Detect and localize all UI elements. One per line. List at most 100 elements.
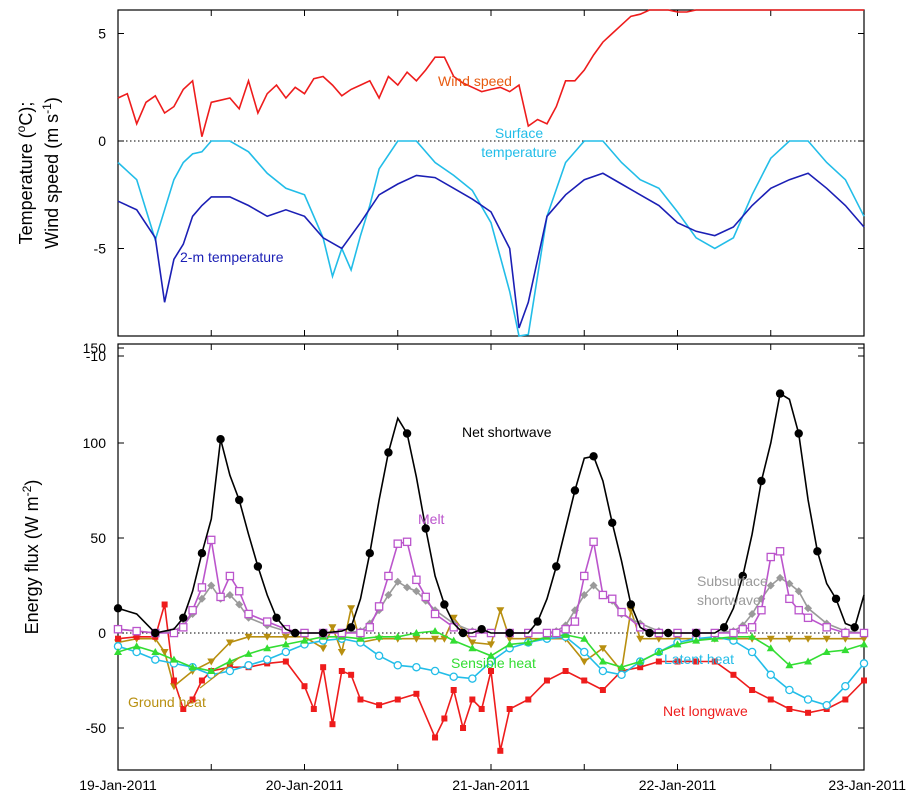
x-tick-label: 21-Jan-2011 — [452, 777, 530, 793]
net_longwave-marker — [478, 706, 485, 712]
melt-marker — [374, 602, 384, 611]
subsurface_shortwave-marker — [235, 600, 244, 609]
melt-marker — [225, 571, 235, 581]
net_shortwave-marker — [346, 623, 356, 632]
sensible-marker — [468, 644, 477, 652]
sensible-marker — [487, 651, 495, 659]
melt-marker — [580, 571, 589, 581]
net_shortwave-marker — [365, 549, 374, 558]
latent-heat-annotation: Latent heat — [664, 651, 734, 667]
net_shortwave-marker — [505, 628, 514, 638]
melt-marker — [738, 624, 748, 634]
bottom-y-ticks: 150 100 50 0 -50 — [83, 340, 864, 736]
net_shortwave-marker — [318, 628, 328, 638]
subsurface_shortwave-marker — [589, 581, 598, 590]
sensible-marker — [617, 663, 626, 671]
net_longwave-marker — [310, 706, 317, 712]
ground-marker — [766, 635, 775, 643]
melt-marker — [384, 571, 393, 581]
bottom-series-group — [113, 389, 869, 754]
melt-marker — [841, 628, 850, 638]
top-ytick-label: 5 — [98, 26, 106, 42]
bottom-ytick-label: 150 — [83, 340, 107, 356]
net_shortwave-marker — [552, 562, 561, 571]
bottom-ytick-label: 0 — [98, 625, 106, 641]
net_shortwave-marker — [719, 623, 729, 632]
ground-marker — [225, 639, 234, 647]
net_longwave-marker — [338, 668, 345, 674]
latent-marker — [747, 647, 757, 657]
subsurface_shortwave-marker — [207, 581, 216, 590]
melt-marker — [197, 583, 207, 592]
ground-marker — [263, 633, 272, 641]
net_longwave-marker — [161, 601, 168, 608]
sensible-marker — [561, 630, 570, 638]
net_longwave-marker — [348, 671, 355, 678]
wind-speed-annotation: Wind speed — [438, 73, 512, 89]
ground-marker — [347, 605, 356, 613]
net_shortwave-marker — [458, 628, 468, 638]
net_shortwave-marker — [738, 571, 747, 581]
subsurface_shortwave-marker — [776, 573, 785, 582]
sensible-marker — [692, 636, 701, 644]
melt-marker — [132, 626, 141, 636]
latent-marker — [841, 681, 850, 691]
net_longwave-marker — [711, 658, 718, 665]
ground-marker — [281, 633, 290, 641]
net_longwave-marker — [730, 671, 737, 678]
latent-marker — [468, 674, 477, 683]
bottom-panel: 150 100 50 0 -50 Net shortwave Melt Subsurfa… — [20, 340, 869, 771]
net_shortwave-marker — [589, 452, 598, 461]
net_longwave-marker — [180, 706, 187, 712]
net_shortwave-marker — [216, 435, 225, 444]
latent-marker — [262, 655, 272, 664]
sensible-marker — [841, 646, 850, 654]
melt-marker — [552, 628, 561, 638]
net_longwave-marker — [115, 635, 121, 642]
net_longwave-marker — [805, 709, 812, 716]
net_longwave-marker — [441, 715, 448, 722]
subsurface_shortwave-marker — [197, 594, 206, 603]
ground-marker — [207, 658, 216, 666]
melt-marker — [570, 617, 580, 626]
ground-marker — [319, 645, 328, 653]
net_shortwave-marker — [272, 613, 281, 622]
sensible-marker — [151, 648, 160, 655]
top-y-label-line1: Temperature (oC); — [14, 102, 36, 245]
net_longwave-marker — [767, 696, 774, 703]
subsurface_shortwave-marker — [766, 581, 775, 590]
sensible-marker — [449, 636, 458, 644]
subsurface_shortwave-marker — [804, 604, 813, 613]
sensible-marker — [393, 632, 402, 640]
surface-temp-annotation-line1: Surface — [495, 125, 543, 141]
sensible-marker — [207, 667, 216, 674]
latent-marker — [617, 670, 626, 680]
melt-marker — [449, 623, 458, 632]
ground-marker — [496, 607, 505, 615]
net_shortwave-marker — [608, 518, 617, 527]
melt-marker — [412, 575, 421, 585]
sensible-marker — [132, 642, 141, 650]
sensible-marker — [114, 648, 122, 655]
net_longwave-marker — [861, 677, 867, 684]
net_shortwave-marker — [290, 628, 300, 638]
net_shortwave-marker — [179, 613, 188, 622]
latent-marker — [132, 647, 141, 657]
latent-marker — [244, 661, 253, 670]
ground-marker — [449, 614, 458, 622]
net_shortwave-marker — [626, 600, 636, 609]
bottom-x-ticks — [117, 344, 865, 770]
subsurface_shortwave-marker — [393, 577, 402, 586]
latent-marker — [412, 662, 421, 672]
melt-marker — [356, 628, 365, 638]
latent-marker — [580, 647, 589, 657]
ground-marker — [337, 649, 346, 656]
bottom-ytick-label: 50 — [90, 530, 106, 546]
ground-heat-annotation: Ground heat — [128, 694, 206, 710]
ground-marker — [822, 635, 831, 643]
latent-marker — [785, 685, 794, 695]
net_longwave-marker — [693, 658, 700, 665]
net_longwave-marker — [842, 696, 849, 703]
net_shortwave-marker — [533, 617, 542, 626]
